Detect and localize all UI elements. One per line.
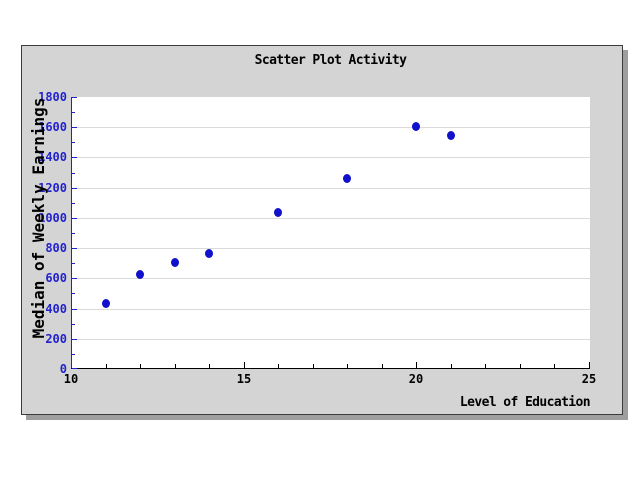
y-tick-label: 1800 (38, 90, 67, 104)
x-minor-tick (313, 364, 314, 368)
chart-title: Scatter Plot Activity (254, 53, 407, 68)
y-tick-label: 1200 (38, 181, 67, 195)
x-minor-tick (106, 364, 107, 368)
y-major-tick (72, 248, 77, 249)
y-tick-label: 600 (45, 271, 67, 285)
y-axis-label: Median of Weekly Earnings (29, 97, 48, 339)
x-major-tick (244, 362, 245, 368)
data-point (171, 258, 179, 267)
x-major-tick (589, 362, 590, 368)
x-tick-label: 20 (408, 372, 424, 386)
gridline (71, 218, 590, 219)
y-minor-tick (72, 112, 75, 113)
y-major-tick (72, 97, 77, 98)
x-tick-label: 10 (63, 372, 79, 386)
x-minor-tick (554, 364, 555, 368)
data-point (343, 174, 351, 183)
data-point (205, 249, 213, 258)
x-minor-tick (140, 364, 141, 368)
y-minor-tick (72, 324, 75, 325)
y-major-tick (72, 368, 77, 369)
gridline (71, 157, 590, 158)
x-tick-label: 15 (236, 372, 252, 386)
gridline (71, 339, 590, 340)
data-point (447, 131, 455, 140)
x-minor-tick (209, 364, 210, 368)
y-major-tick (72, 188, 77, 189)
y-axis (71, 97, 72, 369)
gridline (71, 248, 590, 249)
y-tick-label: 1400 (38, 150, 67, 164)
y-major-tick (72, 309, 77, 310)
gridline (71, 309, 590, 310)
data-point (102, 299, 110, 308)
y-major-tick (72, 278, 77, 279)
y-minor-tick (72, 263, 75, 264)
x-minor-tick (520, 364, 521, 368)
y-minor-tick (72, 233, 75, 234)
x-minor-tick (382, 364, 383, 368)
y-tick-label: 200 (45, 332, 67, 346)
y-major-tick (72, 157, 77, 158)
y-minor-tick (72, 354, 75, 355)
x-minor-tick (347, 364, 348, 368)
y-minor-tick (72, 293, 75, 294)
gridline (71, 127, 590, 128)
data-point (274, 208, 282, 217)
y-major-tick (72, 218, 77, 219)
y-tick-label: 1000 (38, 211, 67, 225)
x-axis-label: Level of Education (459, 395, 591, 410)
x-major-tick (416, 362, 417, 368)
y-major-tick (72, 127, 77, 128)
chart-panel: Scatter Plot Activity 0 200 400 600 800 1000 1… (21, 45, 623, 415)
y-minor-tick (72, 203, 75, 204)
y-major-tick (72, 339, 77, 340)
x-minor-tick (451, 364, 452, 368)
gridline (71, 188, 590, 189)
plot-area: 0 200 400 600 800 1000 1200 1400 1600 1800 10 15 20 2… (38, 90, 596, 386)
x-minor-tick (485, 364, 486, 368)
y-minor-tick (72, 142, 75, 143)
x-tick-label: 25 (581, 372, 597, 386)
y-tick-label: 800 (45, 241, 67, 255)
gridline (71, 278, 590, 279)
data-point (136, 270, 144, 279)
y-tick-label: 400 (45, 302, 67, 316)
x-minor-tick (278, 364, 279, 368)
y-tick-label: 1600 (38, 120, 67, 134)
x-axis (71, 368, 590, 369)
y-minor-tick (72, 173, 75, 174)
y-tick-label: 0 (59, 362, 67, 376)
data-point (412, 122, 420, 131)
x-minor-tick (175, 364, 176, 368)
